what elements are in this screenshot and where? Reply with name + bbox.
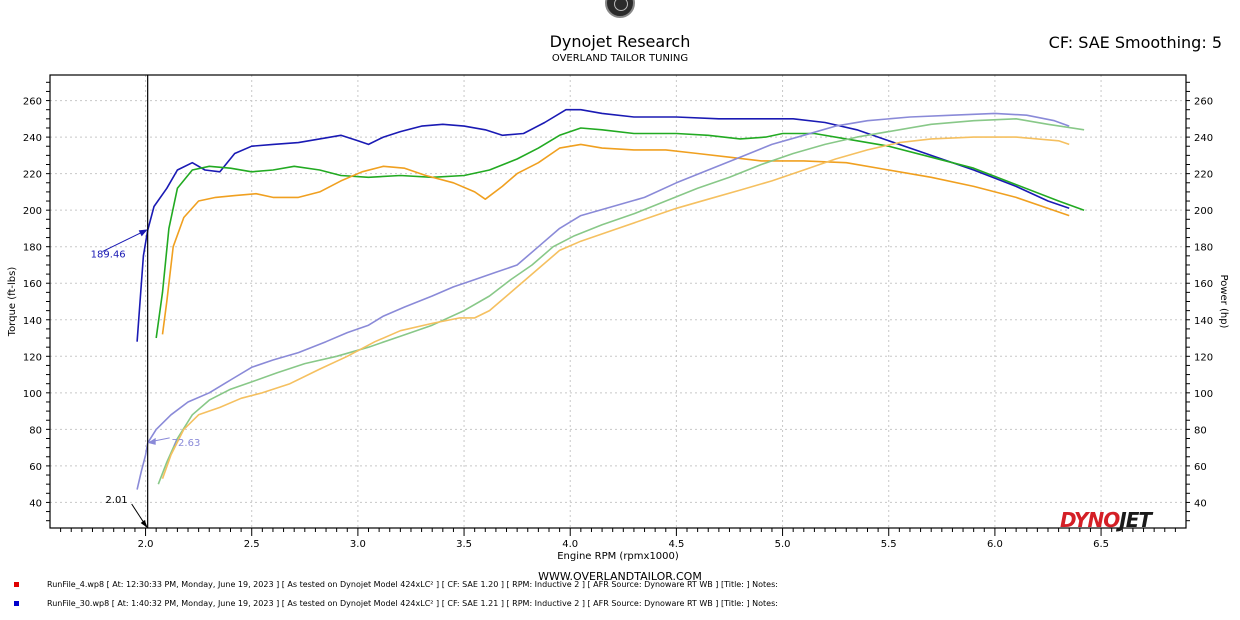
run-file-info: RunFile_30.wp8 [ At: 1:40:32 PM, Monday,… [47,599,778,608]
power-callout-arrow [147,437,156,445]
torque-axis-label: Torque (ft-lbs) [7,267,18,338]
torque-tick-label: 60 [29,462,42,473]
torque-tick-label: 40 [29,498,42,509]
power-tick-label: 220 [1194,170,1213,181]
run-curve [136,108,1070,342]
power-cursor-value: 72.63 [172,438,201,449]
run-curve [161,136,1070,479]
power-tick-label: 240 [1194,133,1213,144]
run-curve [155,127,1085,339]
run-curve [157,118,1085,485]
power-tick-label: 100 [1194,389,1213,400]
run-file-info: RunFile_4.wp8 [ At: 12:30:33 PM, Monday,… [47,580,778,589]
power-tick-label: 120 [1194,352,1213,363]
power-tick-label: 160 [1194,279,1213,290]
chart-title: Dynojet Research [549,32,691,51]
rpm-cursor-value: 2.01 [105,495,127,506]
dyno-chart: 2.0 2.5 3.0 3.5 4.0 4.5 5.0 5.5 6.0 6.5 40 40 60 60 80… [7,74,1229,562]
torque-tick-label: 240 [23,133,42,144]
correction-smoothing-settings: CF: SAE Smoothing: 5 [1048,33,1222,52]
torque-tick-label: 100 [23,389,42,400]
x-tick-label: 4.0 [562,539,578,550]
run-curve [136,112,1070,490]
x-tick-label: 5.5 [881,539,897,550]
torque-tick-label: 200 [23,206,42,217]
torque-callout-line [102,229,146,252]
plot-area [50,75,1186,528]
torque-callout-arrow [138,229,148,237]
power-tick-label: 200 [1194,206,1213,217]
run-legend-entry: RunFile_4.wp8 [ At: 12:30:33 PM, Monday,… [14,580,778,589]
x-tick-label: 4.5 [668,539,684,550]
x-tick-label: 5.0 [775,539,791,550]
power-tick-label: 260 [1194,97,1213,108]
rpm-callout-arrow [140,520,148,528]
x-tick-label: 6.5 [1093,539,1109,550]
plot-frame [49,74,1187,529]
torque-tick-label: 80 [29,425,42,436]
chart-subtitle: OVERLAND TAILOR TUNING [551,53,689,64]
x-tick-label: 3.0 [350,539,366,550]
torque-tick-label: 120 [23,352,42,363]
torque-tick-label: 180 [23,243,42,254]
power-tick-label: 60 [1194,462,1207,473]
torque-tick-label: 140 [23,316,42,327]
x-tick-label: 2.0 [138,539,154,550]
power-axis-label: Power (hp) [1218,275,1229,329]
x-tick-label: 3.5 [456,539,472,550]
power-tick-label: 80 [1194,425,1207,436]
power-tick-label: 40 [1194,498,1207,509]
power-tick-label: 140 [1194,316,1213,327]
x-tick-label: 6.0 [987,539,1003,550]
torque-tick-label: 220 [23,170,42,181]
run-color-swatch [14,601,19,606]
torque-cursor-value: 189.46 [91,249,126,260]
torque-tick-label: 260 [23,97,42,108]
run-color-swatch [14,582,19,587]
website-label: WWW.OVERLANDTAILOR.COM [538,570,702,583]
dynojet-brand-logo: DYNOJET [1060,508,1152,532]
run-legend-entry: RunFile_30.wp8 [ At: 1:40:32 PM, Monday,… [14,599,778,608]
x-tick-label: 2.5 [244,539,260,550]
torque-tick-label: 160 [23,279,42,290]
x-axis-label: Engine RPM (rpmx1000) [557,551,679,562]
run-curve [161,143,1070,335]
power-tick-label: 180 [1194,243,1213,254]
